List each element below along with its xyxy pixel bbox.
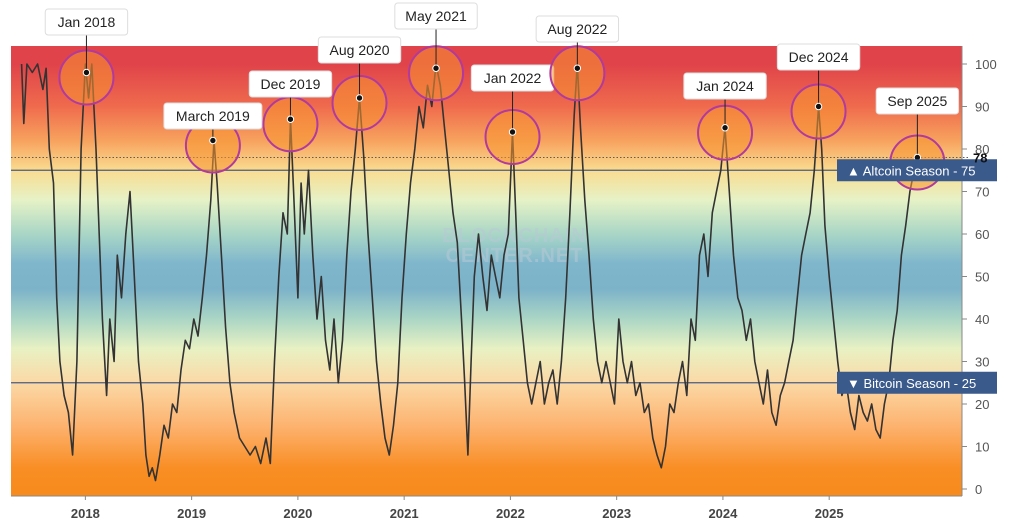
y-axis: 0 10 20 30 40 50 60 70 80 90 100 [961, 46, 997, 497]
annotation-label: Aug 2020 [330, 42, 390, 58]
bitcoin-season-badge-label: ▼ Bitcoin Season - 25 [847, 376, 976, 391]
annotation-box [317, 36, 402, 64]
watermark-line-2: CENTER.NET [446, 245, 584, 267]
x-tick-label: 2025 [815, 506, 844, 521]
current-value-label: 78 [973, 151, 987, 166]
y-tick-label: 100 [975, 57, 997, 72]
annotation-4: May 2021 [394, 2, 478, 102]
annotation-label: Sep 2025 [887, 93, 947, 109]
annotation-box [394, 2, 478, 30]
annotation-box [44, 8, 129, 36]
annotation-dot [286, 115, 295, 123]
annotation-dot [355, 94, 364, 102]
annotation-label: Aug 2022 [547, 21, 607, 37]
x-tick-label: 2022 [496, 506, 525, 521]
annotation-dot [82, 68, 91, 77]
x-tick-label: 2023 [602, 506, 631, 521]
annotation-label: May 2021 [405, 8, 467, 24]
annotation-dot [432, 64, 440, 72]
annotation-7: Jan 2024 [683, 72, 767, 161]
series-line-0 [20, 63, 919, 482]
annotation-0: Jan 2018 [44, 8, 129, 106]
annotation-box [875, 87, 960, 115]
threshold-lines [11, 169, 972, 384]
y-tick-label: 90 [975, 100, 989, 115]
annotation-layer: Jan 2018 March 2019 Dec 2019 Aug 2020 May 20… [44, 2, 960, 191]
annotation-label: Jan 2018 [58, 14, 116, 30]
annotation-dot [814, 102, 823, 111]
y-tick-label: 30 [975, 355, 989, 370]
annotation-box [248, 70, 333, 98]
x-axis: 2018 2019 2020 2021 2022 2023 2024 2025 [11, 495, 962, 521]
annotation-label: March 2019 [176, 108, 250, 124]
annotation-label: Dec 2019 [260, 76, 320, 92]
annotation-box [163, 102, 263, 130]
y-tick-label: 80 [975, 142, 989, 157]
annotation-1: March 2019 [163, 102, 263, 174]
annotation-dot [721, 124, 729, 132]
bitcoin-season-badge [837, 371, 997, 394]
annotation-5: Jan 2022 [470, 64, 555, 165]
altcoin-season-badge-label: ▲ Altcoin Season - 75 [847, 163, 976, 178]
x-tick-label: 2021 [390, 506, 419, 521]
y-tick-label: 10 [975, 440, 989, 455]
annotation-label: Jan 2024 [696, 78, 754, 94]
y-tick-label: 60 [975, 227, 989, 242]
annotation-box [535, 15, 620, 43]
y-tick-label: 20 [975, 397, 989, 412]
annotation-8: Dec 2024 [776, 43, 861, 140]
annotation-dot [209, 136, 217, 145]
y-tick-label: 40 [975, 312, 989, 327]
altcoin-season-badge [837, 159, 997, 182]
x-tick-label: 2018 [71, 506, 100, 521]
annotation-dot [573, 64, 582, 72]
annotation-label: Jan 2022 [484, 70, 542, 86]
annotation-dot [508, 128, 517, 136]
watermark-line-1: BLOCKCHAIN [442, 225, 586, 247]
y-tick-label: 70 [975, 185, 989, 200]
series-layer [20, 63, 919, 482]
x-tick-label: 2019 [177, 506, 206, 521]
annotation-3: Aug 2020 [317, 36, 402, 131]
annotation-box [776, 43, 861, 71]
x-tick-label: 2024 [708, 506, 738, 521]
annotation-box [683, 72, 767, 100]
x-tick-label: 2020 [283, 506, 312, 521]
watermark: BLOCKCHAIN CENTER.NET [442, 225, 586, 267]
annotation-2: Dec 2019 [248, 70, 333, 153]
y-tick-label: 0 [975, 482, 982, 497]
annotation-label: Dec 2024 [789, 49, 849, 65]
y-tick-label: 50 [975, 270, 989, 285]
annotation-6: Aug 2022 [535, 15, 620, 102]
threshold-badges: ▲ Altcoin Season - 75 ▼ Bitcoin Season - … [837, 159, 997, 394]
